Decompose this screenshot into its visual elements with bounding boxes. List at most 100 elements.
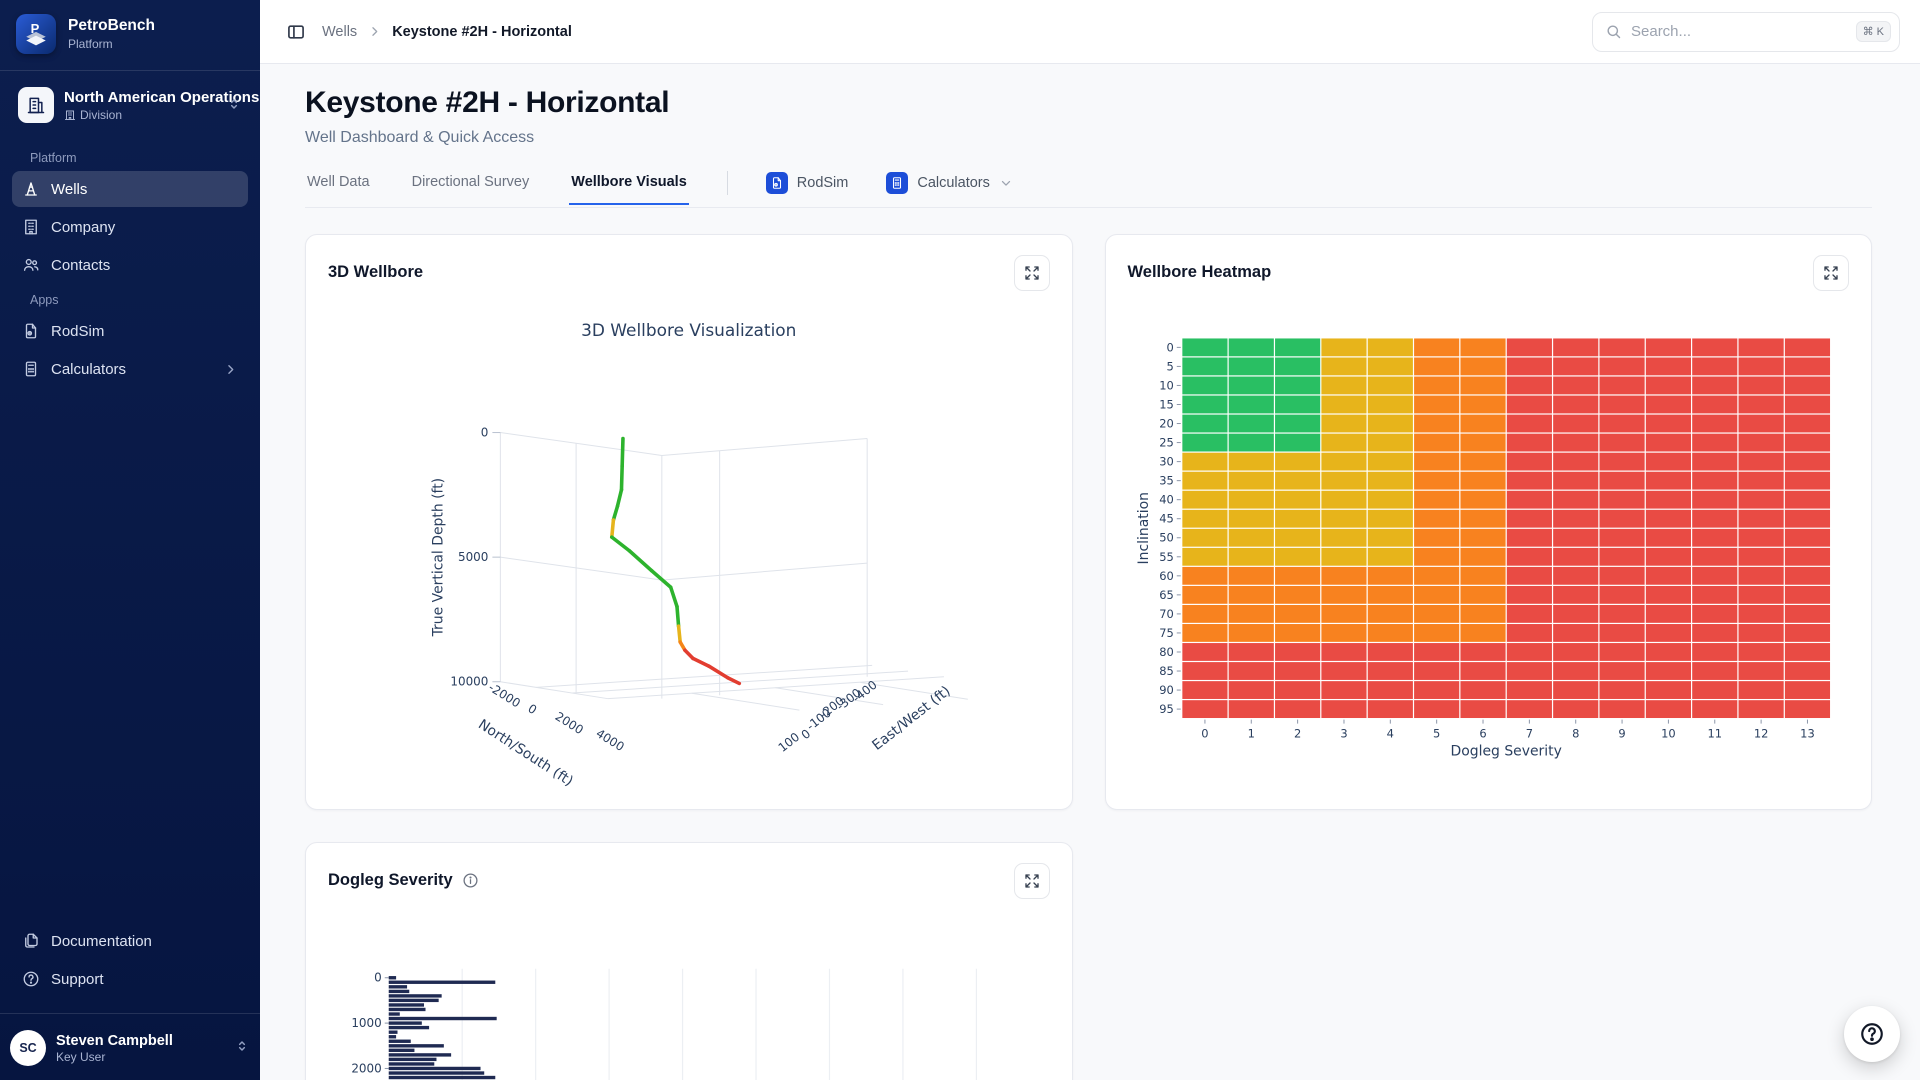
dogleg-severity-chart[interactable]: 010002000 <box>306 903 1072 1080</box>
sidebar-section-label: Apps <box>12 285 248 313</box>
panel-title: Wellbore Heatmap <box>1128 263 1272 282</box>
svg-text:True Vertical Depth (ft): True Vertical Depth (ft) <box>431 478 447 638</box>
calculator-icon <box>886 172 908 194</box>
sidebar-item-calculators[interactable]: Calculators <box>12 351 248 387</box>
3d-wellbore-chart[interactable]: 3D Wellbore Visualization 0 5000 10000 True … <box>306 295 1072 807</box>
svg-text:1000: 1000 <box>351 1016 381 1030</box>
svg-text:90: 90 <box>1159 683 1174 697</box>
svg-text:2: 2 <box>1293 727 1300 741</box>
derrick-icon <box>22 180 40 198</box>
app-link-calculators[interactable]: Calculators <box>886 172 1013 207</box>
svg-text:9: 9 <box>1618 727 1625 741</box>
sidebar-item-label: Calculators <box>51 361 126 378</box>
chevron-down-icon <box>999 176 1013 190</box>
avatar: SC <box>10 1030 46 1066</box>
svg-text:20: 20 <box>1159 417 1174 431</box>
sidebar-toggle-icon[interactable] <box>282 18 310 46</box>
chevron-up-down-icon <box>226 96 242 115</box>
sidebar-item-company[interactable]: Company <box>12 209 248 245</box>
sidebar-section-label: Platform <box>12 143 248 171</box>
tabs-row: Well Data Directional Survey Wellbore Visu… <box>305 171 1872 208</box>
svg-text:50: 50 <box>1159 531 1174 545</box>
svg-text:35: 35 <box>1159 474 1174 488</box>
app-logo-icon: P <box>16 14 56 54</box>
expand-button[interactable] <box>1813 255 1849 291</box>
tab-well-data[interactable]: Well Data <box>305 174 372 205</box>
svg-text:65: 65 <box>1159 588 1174 602</box>
expand-icon <box>1024 265 1040 281</box>
sidebar-item-contacts[interactable]: Contacts <box>12 247 248 283</box>
expand-button[interactable] <box>1014 863 1050 899</box>
search-shortcut-badge: ⌘ K <box>1856 21 1891 42</box>
svg-text:13: 13 <box>1800 727 1815 741</box>
svg-text:85: 85 <box>1159 664 1174 678</box>
calculator-icon <box>22 360 40 378</box>
svg-text:15: 15 <box>1159 397 1174 411</box>
breadcrumb-current: Keystone #2H - Horizontal <box>392 24 572 40</box>
sidebar-item-label: Wells <box>51 181 87 198</box>
svg-text:Dogleg Severity: Dogleg Severity <box>1450 743 1561 759</box>
svg-text:0: 0 <box>1166 340 1173 354</box>
sidebar-item-support[interactable]: Support <box>12 961 248 997</box>
sidebar-footer: Documentation Support <box>0 923 260 1005</box>
tab-directional-survey[interactable]: Directional Survey <box>410 174 532 205</box>
svg-text:95: 95 <box>1159 702 1174 716</box>
docs-icon <box>22 932 40 950</box>
svg-text:6: 6 <box>1479 727 1486 741</box>
expand-icon <box>1823 265 1839 281</box>
help-button[interactable] <box>1844 1006 1900 1062</box>
search-input[interactable] <box>1631 23 1847 40</box>
wellbore-heatmap-chart[interactable]: 0510152025303540455055606570758085909501… <box>1106 295 1872 807</box>
panel-dogleg-severity: Dogleg Severity 010002000 <box>305 842 1073 1080</box>
svg-text:0: 0 <box>374 971 382 985</box>
main-area: Wells Keystone #2H - Horizontal ⌘ K Keys… <box>260 0 1920 1080</box>
svg-text:8: 8 <box>1572 727 1579 741</box>
svg-text:10: 10 <box>1159 378 1174 392</box>
page-subtitle: Well Dashboard & Quick Access <box>305 129 1872 147</box>
svg-text:25: 25 <box>1159 436 1174 450</box>
sidebar-item-documentation[interactable]: Documentation <box>12 923 248 959</box>
info-icon[interactable] <box>462 872 479 889</box>
building-icon <box>22 218 40 236</box>
sidebar-nav: Platform Wells Company Contacts Apps Rod… <box>0 143 260 389</box>
topbar: Wells Keystone #2H - Horizontal ⌘ K <box>260 0 1920 64</box>
svg-text:10000: 10000 <box>450 675 488 689</box>
users-icon <box>22 256 40 274</box>
svg-text:3D Wellbore Visualization: 3D Wellbore Visualization <box>581 320 796 340</box>
svg-text:30: 30 <box>1159 455 1174 469</box>
sidebar: P PetroBench Platform North American Ope… <box>0 0 260 1080</box>
sidebar-item-wells[interactable]: Wells <box>12 171 248 207</box>
org-switcher[interactable]: North American Operations Division <box>12 81 248 129</box>
org-type-row: Division <box>64 108 216 122</box>
panel-title: 3D Wellbore <box>328 263 423 282</box>
breadcrumb: Wells Keystone #2H - Horizontal <box>322 24 572 40</box>
app-link-label: Calculators <box>917 175 990 191</box>
sidebar-item-rodsim[interactable]: RodSim <box>12 313 248 349</box>
breadcrumb-parent[interactable]: Wells <box>322 24 357 40</box>
expand-icon <box>1024 873 1040 889</box>
search-box[interactable]: ⌘ K <box>1592 12 1900 52</box>
chevron-up-down-icon <box>234 1038 250 1059</box>
svg-text:5000: 5000 <box>458 550 488 564</box>
app-link-rodsim[interactable]: RodSim <box>766 172 849 207</box>
svg-text:4: 4 <box>1386 727 1393 741</box>
svg-text:60: 60 <box>1159 569 1174 583</box>
svg-text:10: 10 <box>1661 727 1676 741</box>
cards-grid: 3D Wellbore 3D Wellbore Visualization 0 50… <box>305 234 1872 1080</box>
svg-text:12: 12 <box>1753 727 1768 741</box>
rodsim-icon <box>766 172 788 194</box>
svg-text:70: 70 <box>1159 607 1174 621</box>
sidebar-item-label: Documentation <box>51 933 152 950</box>
user-menu[interactable]: SC Steven Campbell Key User <box>0 1022 260 1080</box>
sidebar-item-label: RodSim <box>51 323 104 340</box>
chevron-right-icon <box>223 362 238 377</box>
tabs-separator <box>727 171 728 195</box>
svg-text:East/West (ft): East/West (ft) <box>869 683 953 754</box>
tab-wellbore-visuals[interactable]: Wellbore Visuals <box>569 174 689 205</box>
svg-text:0: 0 <box>481 426 489 440</box>
svg-text:Inclination: Inclination <box>1135 492 1151 564</box>
expand-button[interactable] <box>1014 255 1050 291</box>
app-tagline: Platform <box>68 37 155 51</box>
sidebar-divider <box>0 70 260 71</box>
svg-text:11: 11 <box>1707 727 1722 741</box>
